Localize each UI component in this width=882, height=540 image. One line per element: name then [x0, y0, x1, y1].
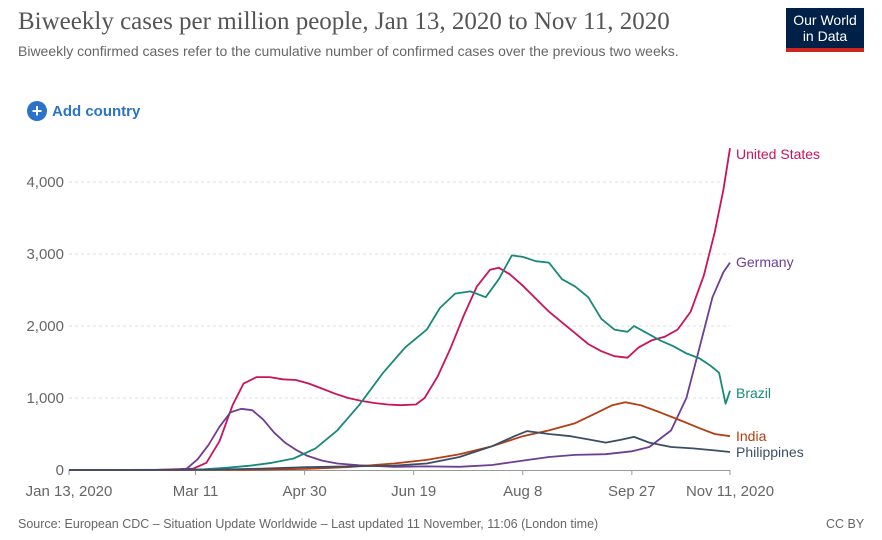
series-labels: United States Germany Brazil IndiaPhilippin…	[736, 146, 820, 460]
y-tick-label: 3,000	[26, 246, 64, 263]
series-line-germany	[69, 262, 731, 471]
x-tick-label: Nov 11, 2020	[686, 483, 774, 500]
series-line-brazil	[69, 254, 731, 471]
series-label-india: India	[736, 428, 767, 444]
series-label-brazil: Brazil	[736, 385, 771, 401]
x-tick-label: Jan 13, 2020	[26, 483, 113, 500]
x-tick-label: Jun 19	[391, 483, 436, 500]
y-axis-ticks: 0 1,000 2,000 3,000 4,000	[26, 174, 64, 479]
chart-title: Biweekly cases per million people, Jan 1…	[18, 8, 670, 35]
series-label-germany: Germany	[736, 254, 794, 270]
y-tick-label: 4,000	[26, 174, 64, 191]
x-tick-label: Aug 8	[503, 483, 542, 500]
x-tick-label: Mar 11	[173, 483, 219, 500]
chart-subtitle: Biweekly confirmed cases refer to the cu…	[18, 43, 679, 59]
series-line-india	[68, 401, 731, 471]
chart-series	[68, 148, 731, 471]
add-country-label: Add country	[52, 102, 141, 120]
source-note: Source: European CDC – Situation Update …	[18, 517, 599, 531]
series-line-philippines	[68, 430, 731, 471]
logo-line-2: in Data	[802, 28, 848, 44]
x-axis-ticks: Jan 13, 2020 Mar 11 Apr 30 Jun 19 Aug 8 Sep 2…	[26, 470, 774, 500]
y-tick-label: 1,000	[26, 390, 64, 407]
chart-gridlines	[69, 181, 730, 399]
x-tick-label: Sep 27	[608, 483, 656, 500]
logo-line-1: Our World	[793, 12, 857, 28]
series-label-philippines: Philippines	[736, 444, 804, 460]
add-country-button[interactable]: + Add country	[27, 101, 140, 121]
plus-circle-icon: +	[27, 101, 47, 121]
y-tick-label: 2,000	[26, 318, 64, 335]
y-tick-label: 0	[56, 462, 64, 479]
license-link[interactable]: CC BY	[826, 517, 865, 531]
series-line-united-states	[69, 148, 731, 471]
owid-logo[interactable]: Our World in Data	[786, 8, 864, 52]
x-tick-label: Apr 30	[283, 483, 327, 500]
series-label-united-states: United States	[736, 146, 820, 162]
